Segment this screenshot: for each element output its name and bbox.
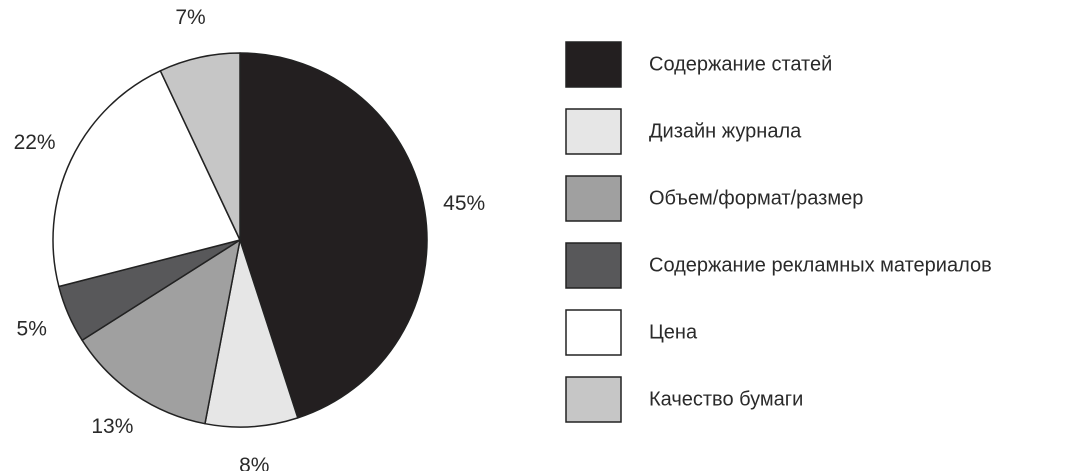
legend-label: Содержание статей bbox=[649, 53, 832, 75]
legend-swatch bbox=[565, 309, 622, 356]
slice-value-label: 5% bbox=[17, 318, 47, 341]
legend-label: Цена bbox=[649, 321, 698, 343]
pie-slices bbox=[52, 52, 428, 428]
pie-slice-2 bbox=[204, 239, 299, 428]
legend-label: Качество бумаги bbox=[649, 388, 803, 410]
legend: Содержание статей Дизайн журнала Объем/фор… bbox=[565, 41, 992, 423]
legend-swatch bbox=[565, 41, 622, 88]
legend-swatch bbox=[565, 175, 622, 222]
pie-labels: 45% 8% 13% 5% 22% 7% bbox=[14, 6, 486, 471]
slice-value-label: 7% bbox=[175, 6, 205, 29]
legend-swatch bbox=[565, 376, 622, 423]
pie-slice-6 bbox=[159, 52, 241, 241]
slice-value-label: 22% bbox=[14, 131, 56, 154]
legend-label: Объем/формат/размер bbox=[649, 187, 863, 209]
slice-value-label: 13% bbox=[91, 415, 133, 438]
legend-swatch bbox=[565, 108, 622, 155]
slice-value-label: 8% bbox=[239, 454, 269, 471]
slice-value-label: 45% bbox=[443, 192, 485, 215]
pie-slice-3 bbox=[81, 239, 241, 425]
pie-slice-5 bbox=[52, 70, 241, 288]
legend-swatch bbox=[565, 242, 622, 289]
pie-slice-1 bbox=[239, 52, 428, 419]
legend-label: Содержание рекламных материалов bbox=[649, 254, 992, 276]
legend-label: Дизайн журнала bbox=[649, 120, 802, 142]
